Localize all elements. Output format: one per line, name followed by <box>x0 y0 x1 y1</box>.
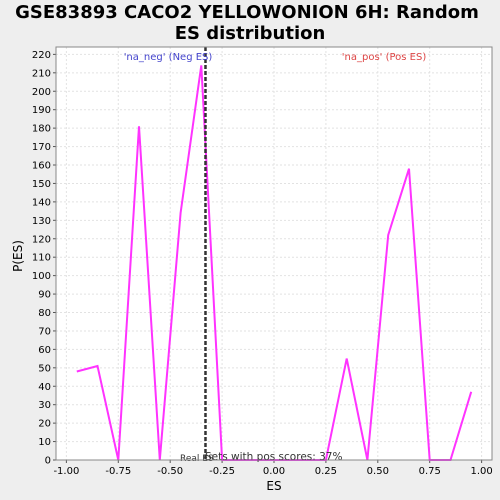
y-axis: 0 10 20 30 40 50 60 70 80 90 100 110 120 130 140 150 160… <box>32 50 56 467</box>
neg-es-label: 'na_neg' (Neg ES) <box>124 52 213 63</box>
pos-es-label: 'na_pos' (Pos ES) <box>342 52 427 63</box>
y-tick-label: 10 <box>38 437 51 448</box>
x-tick-label: 0.50 <box>367 466 389 477</box>
y-tick-label: 130 <box>32 216 51 227</box>
y-tick-label: 110 <box>32 253 51 264</box>
y-tick-label: 90 <box>38 290 51 301</box>
y-tick-label: 160 <box>32 161 51 172</box>
y-tick-label: 150 <box>32 179 51 190</box>
chart-title-line1: GSE83893 CACO2 YELLOWONION 6H: Random <box>15 2 479 23</box>
y-tick-label: 60 <box>38 345 51 356</box>
y-tick-label: 170 <box>32 142 51 153</box>
y-tick-label: 20 <box>38 419 51 430</box>
y-tick-label: 190 <box>32 105 51 116</box>
y-axis-label: P(ES) <box>11 240 25 272</box>
x-tick-label: -1.00 <box>53 466 79 477</box>
y-tick-label: 40 <box>38 382 51 393</box>
y-tick-label: 120 <box>32 234 51 245</box>
x-tick-label: 0.25 <box>315 466 337 477</box>
x-axis-label: ES <box>266 479 281 493</box>
y-tick-label: 50 <box>38 363 51 374</box>
y-tick-label: 200 <box>32 87 51 98</box>
chart-title-line2: ES distribution <box>175 23 326 44</box>
y-tick-label: 100 <box>32 271 51 282</box>
y-tick-label: 140 <box>32 197 51 208</box>
y-tick-label: 210 <box>32 68 51 79</box>
x-tick-label: -0.75 <box>105 466 131 477</box>
x-tick-label: 0.00 <box>263 466 285 477</box>
x-tick-label: 0.75 <box>419 466 441 477</box>
x-tick-label: -0.50 <box>157 466 183 477</box>
y-tick-label: 0 <box>45 456 51 467</box>
y-tick-label: 70 <box>38 326 51 337</box>
x-tick-label: -0.25 <box>209 466 235 477</box>
sets-pos-label: Sets with pos scores: 37% <box>205 451 342 463</box>
y-tick-label: 220 <box>32 50 51 61</box>
y-tick-label: 80 <box>38 308 51 319</box>
y-tick-label: 180 <box>32 124 51 135</box>
x-tick-label: 1.00 <box>470 466 492 477</box>
y-tick-label: 30 <box>38 400 51 411</box>
